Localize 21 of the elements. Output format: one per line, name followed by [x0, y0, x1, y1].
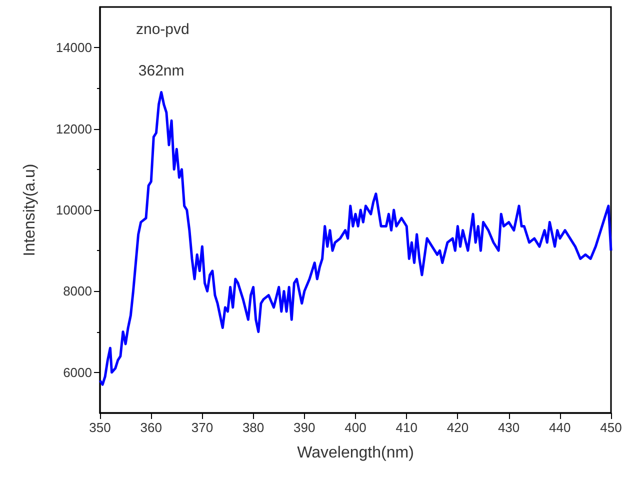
y-tick-label: 14000 [56, 40, 92, 56]
x-tick-label: 420 [446, 420, 469, 435]
y-tick-label: 12000 [56, 121, 92, 136]
x-tick-label: 430 [498, 420, 520, 435]
line-series [98, 91, 612, 386]
x-tick-label: 380 [242, 420, 264, 435]
x-tick-label: 410 [396, 420, 418, 435]
annotation: 362nm [138, 62, 184, 80]
y-tick-label: 8000 [63, 284, 92, 299]
x-axis-title: Wavelength(nm) [297, 444, 414, 462]
y-tick-label: 6000 [63, 364, 92, 380]
y-axis-title: Intensity(a.u) [22, 164, 38, 256]
x-tick-label: 400 [344, 420, 366, 435]
x-tick-label: 440 [549, 420, 571, 435]
y-tick-label: 10000 [56, 202, 92, 218]
x-tick-label: 350 [89, 420, 111, 435]
x-tick-label: 360 [140, 420, 162, 435]
x-tick-label: 390 [294, 420, 316, 435]
annotation: zno-pvd [136, 21, 190, 38]
x-tick-label: 450 [600, 420, 622, 435]
x-tick-label: 370 [191, 420, 214, 435]
